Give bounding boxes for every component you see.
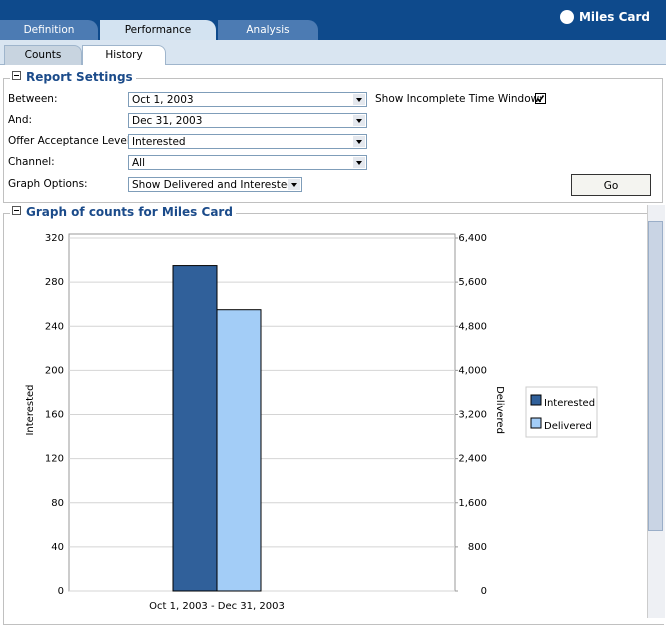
tab[interactable]: Definition — [0, 20, 98, 40]
select[interactable]: Interested — [128, 134, 367, 149]
y2-tick-label: 800 — [468, 542, 487, 553]
select-arrow — [353, 136, 365, 147]
field-label: And: — [8, 114, 33, 126]
legend-label: Interested — [544, 398, 595, 409]
bar — [172, 265, 218, 592]
y-tick-label: 200 — [45, 365, 64, 376]
section-title: Graph of counts for Miles Card — [10, 205, 236, 219]
select[interactable]: Show Delivered and Interested — [128, 177, 302, 192]
y2-tick-label: 1,600 — [458, 498, 487, 509]
y2-tick-label: 6,400 — [458, 233, 487, 244]
y-axis-label: Interested — [25, 384, 36, 435]
select-value: Show Delivered and Interested — [132, 179, 294, 191]
y2-tick-label: 3,200 — [458, 410, 487, 421]
field-label: Graph Options: — [8, 178, 88, 190]
y2-tick-label: 4,000 — [458, 365, 487, 376]
y2-axis-label: Delivered — [494, 386, 505, 434]
field-label: Between: — [8, 93, 58, 105]
tab[interactable]: Analysis — [218, 20, 318, 40]
select[interactable]: Dec 31, 2003 — [128, 113, 367, 128]
brand: Miles Card — [578, 10, 650, 24]
y-tick-label: 160 — [45, 410, 64, 421]
legend-swatch — [530, 394, 542, 406]
y-tick-label: 40 — [51, 542, 64, 553]
y2-tick-label: 5,600 — [458, 277, 487, 288]
y2-tick-label: 0 — [481, 586, 487, 597]
tab[interactable]: Performance — [100, 20, 216, 40]
legend-swatch — [530, 417, 542, 429]
scroll-thumb[interactable] — [648, 221, 663, 531]
select-value: Oct 1, 2003 — [132, 94, 194, 106]
section-title-text: Graph of counts for Miles Card — [26, 205, 233, 219]
field-label: Offer Acceptance Level: — [8, 135, 134, 147]
select[interactable]: All — [128, 155, 367, 170]
y-tick-label: 80 — [51, 498, 64, 509]
x-tick-label: Oct 1, 2003 - Dec 31, 2003 — [149, 601, 285, 612]
select-value: All — [132, 157, 146, 169]
checkbox[interactable] — [535, 93, 546, 104]
legend-label: Delivered — [544, 421, 592, 432]
subtab[interactable]: History — [82, 45, 166, 65]
plot-area — [68, 233, 456, 592]
checkbox-label: Show Incomplete Time Window: — [375, 93, 543, 105]
check-mark — [536, 95, 545, 103]
settings-frame — [3, 78, 663, 203]
y-tick-label: 0 — [58, 586, 64, 597]
y-tick-label: 320 — [45, 233, 64, 244]
y2-tick-label: 2,400 — [458, 454, 487, 465]
select-arrow — [353, 94, 365, 105]
y-tick-label: 120 — [45, 454, 64, 465]
select-value: Interested — [132, 136, 186, 148]
section-title: Report Settings — [10, 70, 136, 84]
select-arrow — [288, 179, 300, 190]
y-tick-label: 240 — [45, 321, 64, 332]
y2-tick-label: 4,800 — [458, 321, 487, 332]
go-button[interactable]: Go — [571, 174, 651, 196]
y-tick-label: 280 — [45, 277, 64, 288]
subtab[interactable]: Counts — [4, 45, 82, 65]
select-arrow — [353, 115, 365, 126]
section-title-text: Report Settings — [26, 70, 133, 84]
select[interactable]: Oct 1, 2003 — [128, 92, 367, 107]
select-arrow — [353, 157, 365, 168]
select-value: Dec 31, 2003 — [132, 115, 203, 127]
brand-icon — [560, 10, 574, 24]
bar — [216, 309, 262, 592]
field-label: Channel: — [8, 156, 55, 168]
chart: 0 40 80 120 160 200 240 280 320 0 800 1,600 2,400 3,2… — [25, 233, 598, 612]
